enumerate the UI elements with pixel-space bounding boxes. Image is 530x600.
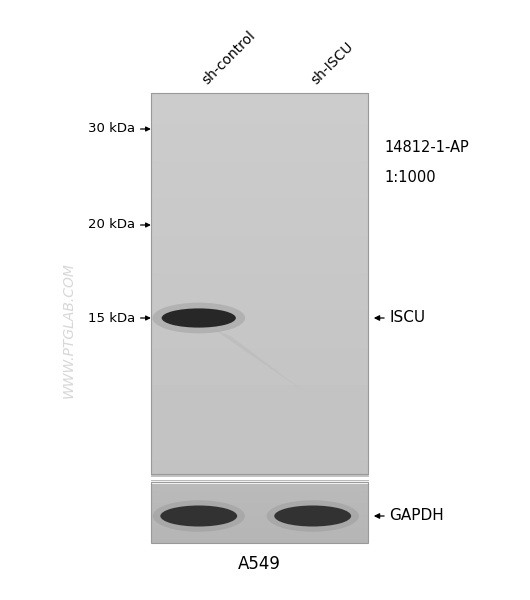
Text: GAPDH: GAPDH [390, 509, 444, 523]
Ellipse shape [153, 302, 245, 334]
Ellipse shape [153, 500, 245, 532]
Ellipse shape [267, 500, 359, 532]
Text: ISCU: ISCU [390, 311, 426, 325]
Ellipse shape [162, 308, 236, 328]
Ellipse shape [160, 505, 237, 527]
Text: 1:1000: 1:1000 [384, 169, 436, 185]
Text: 15 kDa: 15 kDa [88, 311, 135, 325]
Bar [151, 93, 368, 474]
Text: 30 kDa: 30 kDa [88, 122, 135, 136]
Text: sh-control: sh-control [199, 28, 258, 87]
Text: A549: A549 [238, 555, 281, 573]
Text: sh-ISCU: sh-ISCU [308, 40, 356, 87]
Text: 14812-1-AP: 14812-1-AP [384, 139, 469, 154]
Text: 20 kDa: 20 kDa [88, 218, 135, 232]
Polygon shape [215, 330, 318, 402]
Text: WWW.PTGLAB.COM: WWW.PTGLAB.COM [62, 262, 76, 398]
Bar [151, 482, 368, 543]
Ellipse shape [275, 505, 351, 527]
